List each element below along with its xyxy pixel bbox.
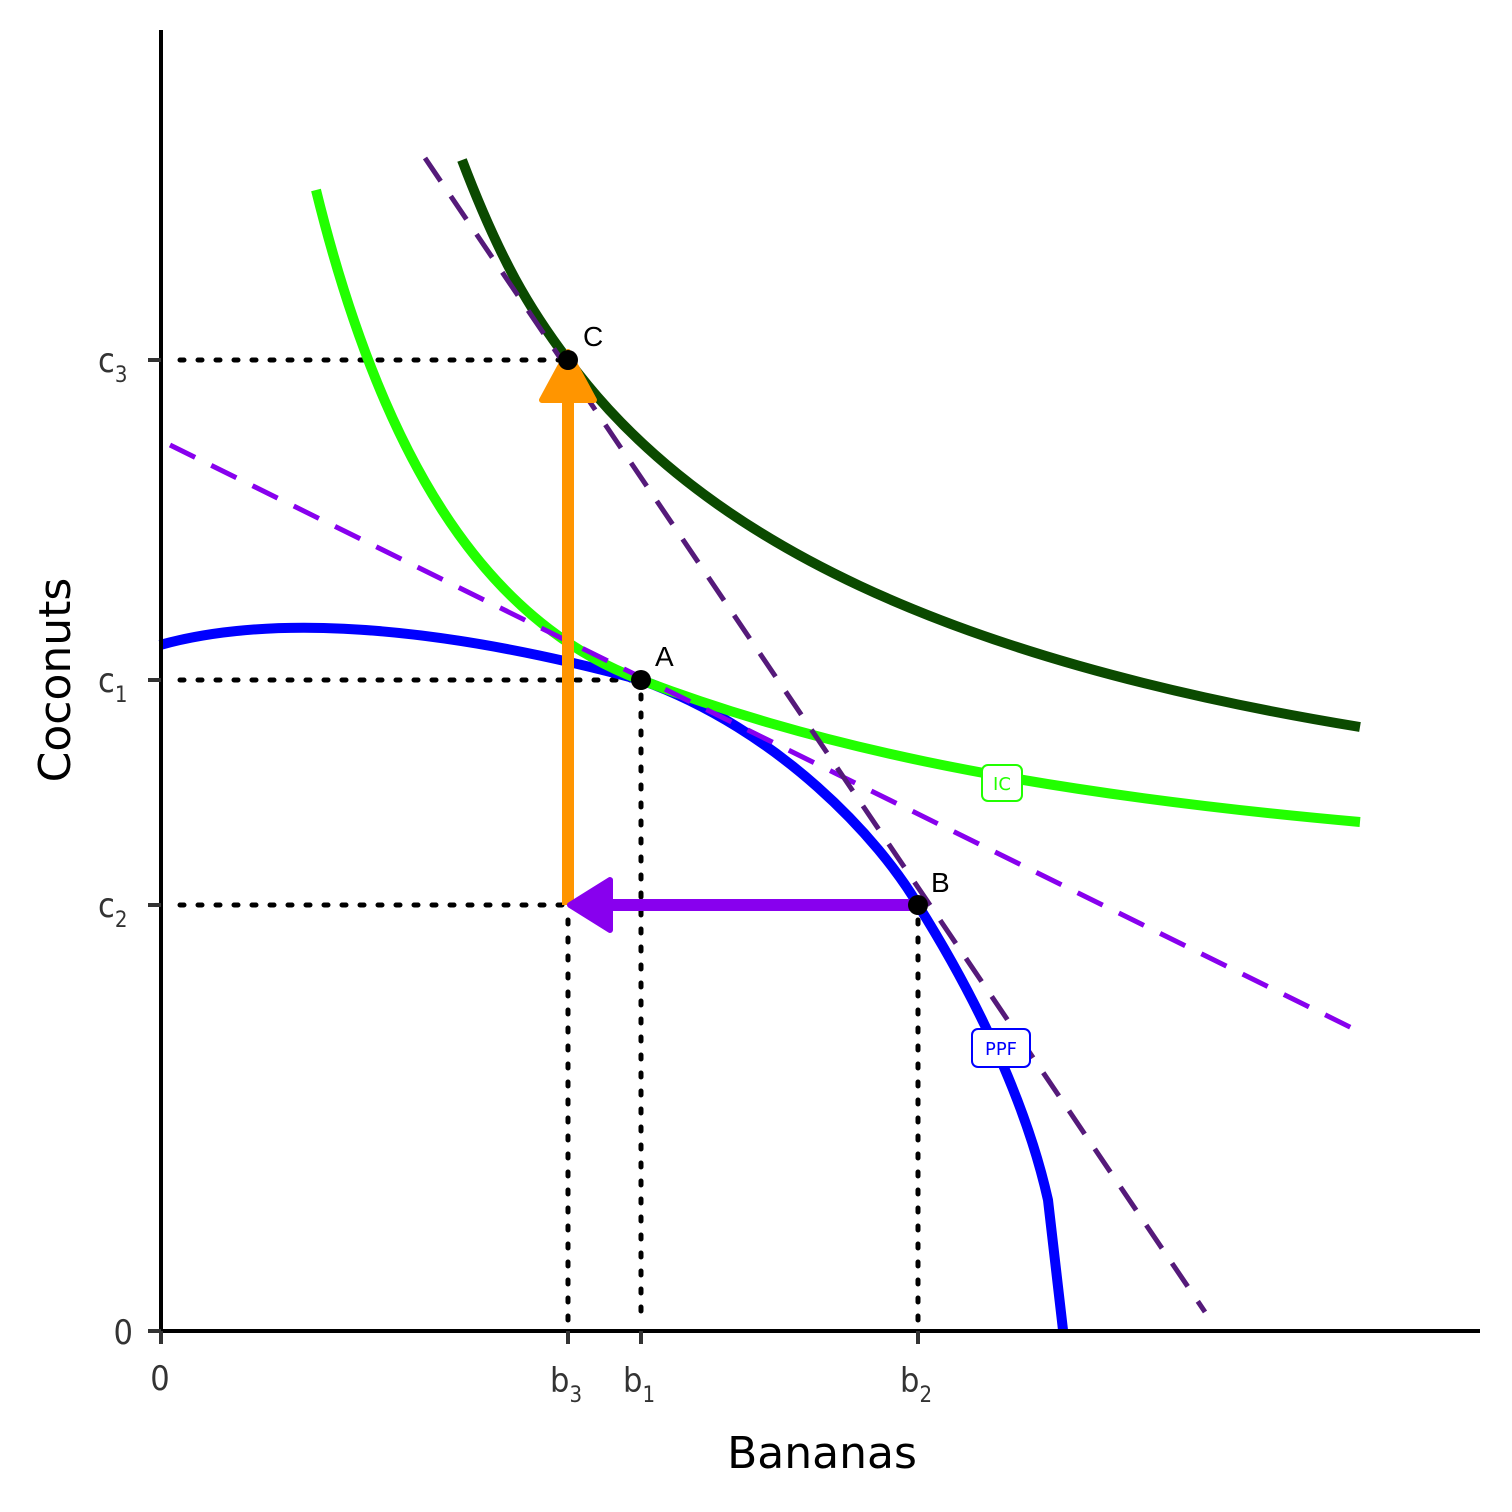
- y-tick-c1: c1: [98, 661, 127, 708]
- x-tick-b3: b3: [550, 1361, 582, 1408]
- trade-arrow: [567, 877, 918, 933]
- point-c: [558, 350, 578, 370]
- point-b: [908, 895, 928, 915]
- x-axis-title: Bananas: [727, 1428, 917, 1479]
- y-tick-0: 0: [114, 1313, 133, 1353]
- indifference-curve: [311, 188, 1361, 827]
- x-tick-0: 0: [150, 1359, 169, 1399]
- ic-label: IC: [981, 764, 1023, 802]
- ppf-curve: [158, 622, 1068, 1331]
- consumption-arrow: [539, 349, 597, 905]
- ppf-label: PPF: [971, 1028, 1031, 1068]
- price-line-2: [422, 156, 1208, 1314]
- point-a-label: A: [655, 641, 674, 672]
- y-tick-c2: c2: [98, 886, 127, 933]
- svg-text:IC: IC: [993, 774, 1011, 795]
- svg-text:PPF: PPF: [985, 1039, 1017, 1060]
- y-tick-c3: c3: [98, 341, 127, 388]
- x-tick-b1: b1: [623, 1361, 655, 1408]
- price-line-1: [168, 442, 1364, 1036]
- point-a: [631, 670, 651, 690]
- x-tick-b2: b2: [900, 1361, 932, 1408]
- point-c-label: C: [583, 321, 603, 352]
- higher-indifference-curve: [457, 158, 1361, 732]
- y-axis-title: Coconuts: [30, 578, 81, 783]
- point-b-label: B: [931, 867, 950, 898]
